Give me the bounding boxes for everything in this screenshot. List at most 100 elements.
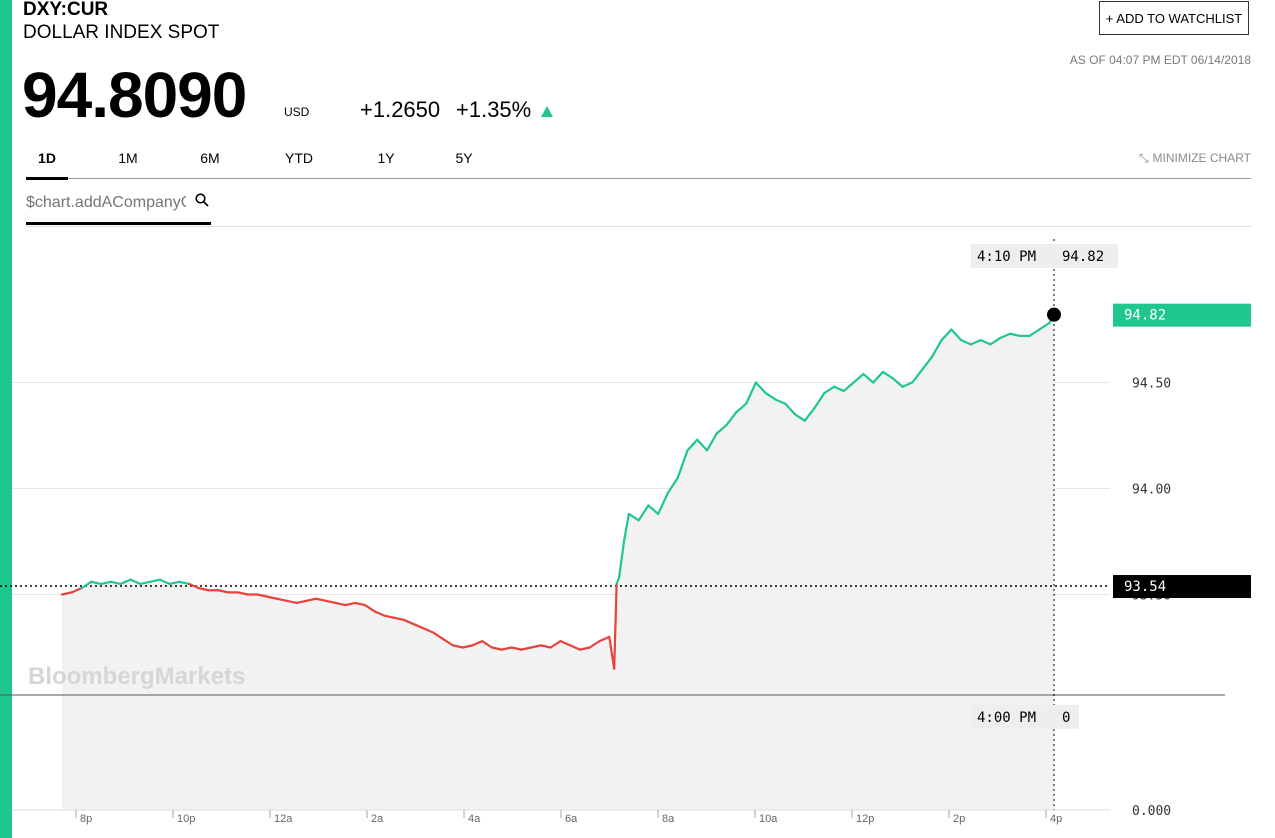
price-segment (315, 597, 327, 602)
price-segment (686, 438, 699, 452)
chart-area-fill (62, 314, 1054, 810)
price-segment (60, 591, 73, 596)
crosshair-readout-box (971, 244, 1118, 268)
price-segment (168, 580, 181, 585)
price-segment (461, 644, 474, 649)
price-segment (324, 599, 337, 605)
price-segment (754, 381, 767, 395)
previous-close-tag (1113, 575, 1251, 599)
price-segment (197, 587, 210, 592)
price-segment (344, 601, 357, 607)
price-segment (481, 640, 494, 649)
price-segment (745, 381, 758, 405)
price-segment (129, 578, 142, 585)
price-segment (979, 338, 992, 346)
price-segment (715, 423, 728, 435)
tab-6m[interactable]: 6M (200, 150, 220, 166)
crosshair-value: 94.82 (1062, 249, 1104, 265)
price-segment (803, 406, 816, 422)
search-icon[interactable] (195, 193, 209, 207)
price-segment (393, 616, 406, 622)
price-segment (764, 392, 777, 401)
price-segment (950, 328, 963, 342)
x-tick-label: 4a (468, 813, 481, 825)
price-series (60, 313, 1056, 670)
last-value-label: 94.82 (1124, 308, 1166, 324)
price-segment (549, 640, 562, 649)
volume-readout-box (971, 705, 1079, 729)
compare-input[interactable] (26, 190, 186, 216)
tab-1y[interactable]: 1Y (377, 150, 395, 166)
volume-time: 4:00 PM (977, 710, 1036, 726)
price-segment (613, 582, 618, 670)
x-tick-label: 10a (759, 813, 778, 825)
price-segment (1008, 332, 1021, 337)
x-tick-label: 12a (274, 813, 293, 825)
price-segment (148, 578, 161, 583)
price-segment (578, 646, 591, 651)
price-segment (647, 504, 660, 516)
price-segment (617, 540, 626, 579)
price-segment (696, 438, 709, 452)
price-segment (705, 432, 718, 452)
price-segment (70, 587, 83, 594)
as-of-timestamp: AS OF 04:07 PM EDT 06/14/2018 (1069, 53, 1251, 67)
price-segment (735, 402, 748, 414)
add-to-watchlist-button[interactable]: + ADD TO WATCHLIST (1099, 1, 1249, 35)
tab-5y[interactable]: 5Y (455, 150, 473, 166)
price-segment (510, 646, 523, 651)
collapse-icon: ⤡ (1138, 151, 1149, 165)
watermark: BloombergMarkets (28, 663, 245, 690)
price-segment (676, 449, 689, 479)
price-segment (1038, 322, 1051, 331)
price-segment (569, 644, 582, 651)
price-segment (217, 589, 230, 594)
price-segment (784, 402, 797, 416)
tab-1d[interactable]: 1D (26, 150, 68, 180)
price-segment (901, 381, 914, 388)
price-segment (891, 377, 904, 388)
x-tick-label: 2p (953, 813, 965, 825)
x-tick-label: 6a (565, 813, 578, 825)
previous-close-label: 93.54 (1124, 579, 1166, 595)
price-segment (666, 476, 679, 494)
price-segment (559, 640, 572, 647)
price-segment (598, 635, 611, 643)
tab-1m[interactable]: 1M (118, 150, 138, 166)
price-segment (99, 580, 112, 585)
minimize-chart-label: MINIMIZE CHART (1152, 151, 1251, 165)
price-segment (432, 631, 445, 641)
y-tick-label: 94.50 (1132, 377, 1171, 392)
price-segment (471, 640, 484, 647)
price-segment (275, 597, 288, 602)
price-segment (109, 580, 122, 585)
price-segment (285, 599, 298, 605)
price-segment (999, 332, 1012, 340)
x-tick-label: 2a (371, 813, 384, 825)
price-segment (500, 646, 513, 651)
x-tick-label: 12p (856, 813, 874, 825)
tab-ytd[interactable]: YTD (285, 150, 313, 166)
price-segment (412, 623, 425, 630)
price-segment (520, 646, 533, 651)
price-segment (539, 644, 552, 649)
price-segment (637, 504, 650, 522)
price-segment (989, 336, 1002, 346)
percent-change: +1.35% (456, 97, 532, 122)
price-segment (80, 580, 93, 590)
price-segment (823, 385, 836, 395)
accent-bar (0, 0, 12, 838)
minimize-chart-button[interactable]: ⤡ MINIMIZE CHART (1139, 151, 1251, 166)
price-segment (940, 328, 953, 342)
x-tick-label: 8p (80, 813, 92, 825)
price-segment (305, 597, 318, 602)
price-segment (530, 644, 542, 649)
price-segment (627, 512, 640, 522)
crosshair-time: 4:10 PM (977, 249, 1036, 265)
price-segment (266, 595, 279, 600)
price-segment (725, 411, 738, 426)
price-segment (158, 578, 171, 585)
price-segment (588, 640, 601, 649)
price-change: +1.2650 (360, 97, 441, 122)
